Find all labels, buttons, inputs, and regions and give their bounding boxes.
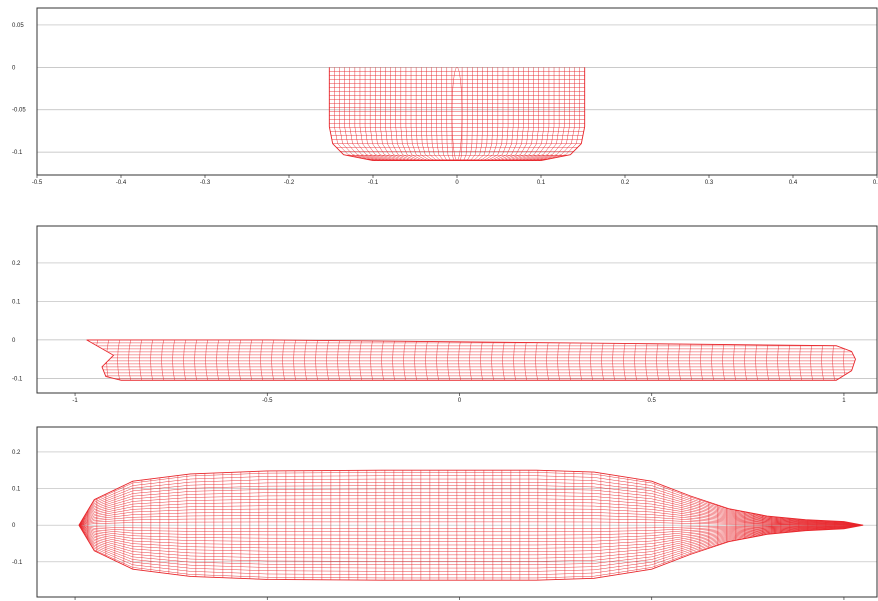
mesh-line (421, 67, 493, 160)
mesh-line (385, 67, 528, 160)
mesh-line (365, 67, 549, 160)
y-tick-label: 0 (12, 338, 16, 344)
hull-views: 0.050-0.05-0.1-0.5-0.4-0.3-0.2-0.100.10.… (0, 0, 878, 601)
x-tick-label: 0 (455, 180, 459, 186)
x-tick-label: 0.4 (789, 180, 798, 186)
x-tick-label: 0.5 (873, 180, 878, 186)
hull-outline (79, 525, 863, 580)
x-tick-label: 0.5 (648, 398, 657, 404)
y-tick-label: 0.05 (12, 23, 24, 29)
x-tick-label: 0.2 (621, 180, 630, 186)
mesh-line (401, 67, 513, 160)
mesh-line (334, 67, 579, 160)
mesh-line (437, 67, 478, 160)
mesh-line (85, 340, 87, 380)
x-tick-label: -0.1 (368, 180, 379, 186)
mesh-line (426, 67, 487, 160)
mesh (329, 67, 584, 160)
mesh-line (375, 67, 538, 160)
plot-frame (37, 226, 877, 393)
mesh-line (416, 67, 498, 160)
y-tick-label: 0 (12, 523, 16, 529)
y-tick-label: 0.2 (12, 450, 21, 456)
mesh-line (447, 67, 467, 160)
y-tick-label: 0 (12, 65, 16, 71)
x-tick-label: 0.1 (537, 180, 546, 186)
mesh-line (79, 525, 863, 555)
mesh-line (431, 67, 482, 160)
y-tick-label: 0.1 (12, 299, 21, 305)
y-tick-label: -0.1 (12, 150, 23, 156)
y-tick-label: -0.1 (12, 376, 23, 382)
hull-outline (329, 67, 584, 160)
x-tick-label: -0.4 (116, 180, 127, 186)
panel: 0.20.10-0.1-1-0.500.51 (12, 427, 877, 601)
mesh-line (411, 67, 503, 160)
x-tick-label: -1 (72, 398, 78, 404)
mesh-line (370, 67, 544, 160)
hull-outline (79, 470, 863, 525)
y-tick-label: 0.1 (12, 487, 21, 493)
mesh-line (442, 67, 473, 160)
panel: 0.2 0.1 0 -0.1 -1 -0.5 0 0.5 1 (12, 226, 877, 404)
mesh-line (345, 67, 570, 160)
x-tick-label: 0.3 (705, 180, 714, 186)
y-tick-label: -0.1 (12, 560, 23, 566)
panel: 0.05 0 -0.05 -0.1 -0.5 -0.4 -0.3 -0.2 -0.1 0 0.1 0.… (12, 8, 878, 186)
x-tick-label: -0.5 (32, 180, 43, 186)
mesh (85, 340, 856, 380)
x-tick-label: 0 (458, 398, 462, 404)
x-tick-label: -0.2 (284, 180, 295, 186)
x-tick-label: 1 (842, 398, 846, 404)
x-tick-label: -0.5 (262, 398, 273, 404)
mesh-line (391, 67, 524, 160)
y-tick-label: 0.2 (12, 261, 21, 267)
y-tick-label: -0.05 (12, 108, 26, 114)
mesh-line (350, 67, 565, 160)
mesh-line (452, 67, 462, 160)
mesh-line (340, 67, 575, 160)
x-tick-label: -0.3 (200, 180, 211, 186)
mesh-line (79, 496, 863, 526)
mesh-line (396, 67, 519, 160)
